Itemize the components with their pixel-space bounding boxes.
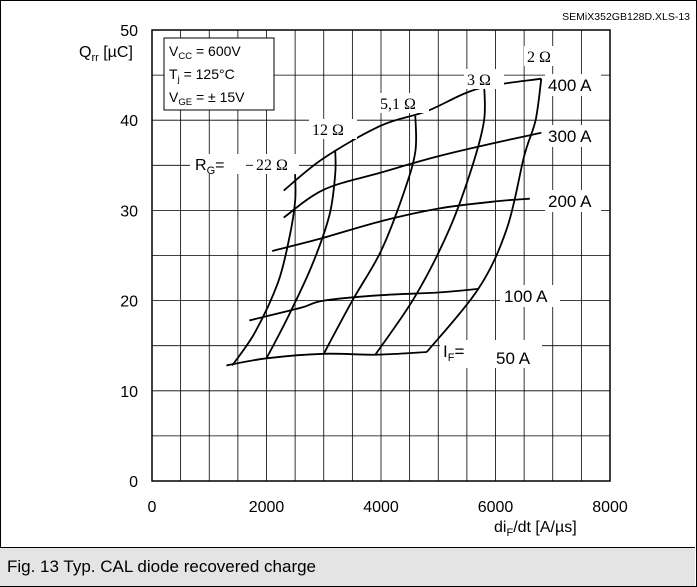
curve-rg — [265, 149, 337, 359]
condition-tj: Tj = 125°C — [169, 66, 235, 85]
curve-if — [249, 288, 479, 322]
curve-if — [283, 131, 542, 219]
y-tick-label: 20 — [120, 294, 138, 311]
caption-text: Fig. 13 Typ. CAL diode recovered charge — [7, 557, 317, 576]
if-50-bg — [440, 340, 542, 368]
rg-51-bg — [377, 93, 429, 113]
if-label-200: 200 A — [548, 192, 592, 211]
plot-border — [151, 29, 611, 482]
x-tick-label: 8000 — [592, 499, 628, 516]
condition-vcc: VCC = 600V — [169, 43, 241, 62]
if-200-bg — [545, 190, 601, 212]
chart: SEMiX352GB128D.XLS-13 0 10 20 30 40 50 0 2000 4… — [79, 11, 690, 539]
rg-label-3: 3 Ω — [467, 72, 491, 89]
curve-rg — [323, 115, 418, 355]
rg-2-bg — [524, 46, 564, 66]
rg-label-22: 22 Ω — [256, 157, 288, 174]
figure-caption: Fig. 13 Typ. CAL diode recovered charge — [0, 547, 695, 586]
y-tick-label: 10 — [120, 384, 138, 401]
y-tick-label: 40 — [120, 113, 138, 130]
rg-3-bg — [464, 69, 504, 89]
if-400-bg — [545, 74, 601, 96]
curve-if — [226, 351, 427, 367]
y-axis-label: Qrr [µC] — [79, 44, 133, 64]
if-label-50: 50 A — [496, 349, 531, 368]
if-label-300: 300 A — [548, 127, 592, 146]
rg-12-bg — [309, 119, 357, 139]
x-tick-label: 6000 — [478, 499, 514, 516]
x-tick-label: 4000 — [363, 499, 399, 516]
condition-vge: VGE = ± 15V — [169, 89, 245, 108]
if-prefix: IF= — [443, 342, 464, 364]
curve-if — [271, 197, 530, 252]
rg-prefix: RG= — [195, 157, 224, 177]
x-axis-label: diF/dt [A/µs] — [494, 519, 577, 539]
if-100-bg — [500, 285, 560, 307]
curves — [226, 77, 543, 367]
conditions-box — [163, 37, 275, 111]
x-tick-labels: 0 2000 4000 6000 8000 — [148, 499, 628, 516]
rg-label-2: 2 Ω — [527, 49, 551, 66]
rg-label-12: 12 Ω — [312, 122, 344, 139]
y-tick-label: 0 — [129, 474, 138, 491]
series-labels: RG= 22 Ω 12 Ω 5,1 Ω 3 Ω 2 Ω 400 A 300 A … — [190, 46, 601, 368]
file-id: SEMiX352GB128D.XLS-13 — [562, 11, 690, 23]
curve-rg — [374, 84, 486, 356]
curve-rg — [231, 174, 297, 367]
x-tick-label: 0 — [148, 499, 157, 516]
y-tick-labels: 0 10 20 30 40 50 — [120, 23, 138, 491]
y-tick-label: 30 — [120, 203, 138, 220]
if-label-100: 100 A — [504, 287, 548, 306]
if-300-bg — [545, 125, 601, 147]
rg-22-bg — [253, 154, 299, 174]
y-tick-label: 50 — [120, 23, 138, 40]
x-tick-label: 2000 — [249, 499, 285, 516]
if-label-400: 400 A — [548, 76, 592, 95]
rg-prefix-bg — [190, 154, 246, 174]
rg-label-51: 5,1 Ω — [380, 96, 416, 113]
curve-rg — [426, 78, 543, 353]
